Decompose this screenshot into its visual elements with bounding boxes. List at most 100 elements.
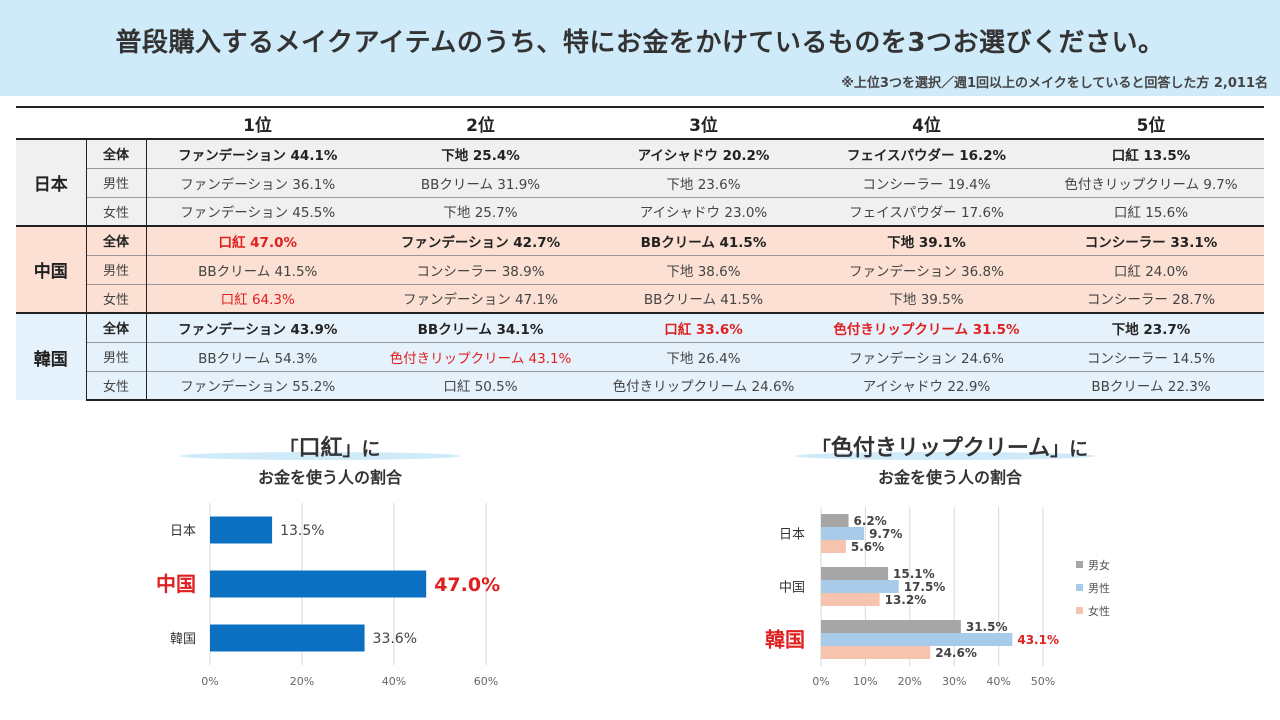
tinted-lip-bar-chart: 0% 10% 20% 30% 40% 50% 日本 6.2%9.7%5.6% 中国 15.1%17… [765,507,1110,688]
rank-cell: ファンデーション 43.9% [146,312,369,342]
x-tick-label: 50% [1031,675,1055,688]
data-label: 31.5% [966,620,1008,634]
data-label: 17.5% [904,580,946,594]
rank-cell: コンシーラー 19.4% [815,167,1038,197]
lipstick-bar-chart: 0% 20% 40% 60% 日本 13.5% 中国 47.0% 韓国 33.6% [156,503,500,688]
group-label: 全体 [86,138,147,168]
rank-cell: 色付きリップクリーム 43.1% [369,341,592,371]
table-body: 日本 全体 ファンデーション 44.1% 下地 25.4% アイシャドウ 20.2% フェ… [16,138,1264,401]
rank-cell: コンシーラー 28.7% [1038,283,1264,313]
ranking-table: 1位 2位 3位 4位 5位 日本 全体 ファンデーション 44.1% 下地 25.4… [16,106,1264,401]
title-subline: お金を使う人の割合 [257,468,402,487]
rank-cell: ファンデーション 42.7% [369,225,592,255]
category-label: 中国 [779,581,805,596]
rank-cell: BBクリーム 54.3% [146,341,369,371]
title-underline-decoration [795,452,1095,460]
title-keyword: 色付きリップクリーム [830,436,1051,461]
rank-cell: 下地 38.6% [592,254,815,284]
rank-cell: BBクリーム 41.5% [146,254,369,284]
rank-cell: 色付きリップクリーム 31.5% [815,312,1038,342]
table-header-blank [86,106,146,139]
rank-cell: フェイスパウダー 16.2% [815,138,1038,168]
table-row: 中国 全体 口紅 47.0% ファンデーション 42.7% BBクリーム 41.5% 下地… [16,225,1264,313]
group-label: 男性 [86,254,147,284]
x-tick-label: 0% [812,675,829,688]
table-header-blank [16,106,86,139]
title-bracket: 「 [279,438,299,460]
table-header-row: 1位 2位 3位 4位 5位 [16,106,1264,139]
title-bracket: 」に [342,438,381,460]
rank-cell: BBクリーム 31.9% [369,167,592,197]
bar [821,514,849,527]
rank-cell: ファンデーション 45.5% [146,196,369,226]
group-label: 男性 [86,167,147,197]
category-label: 日本 [779,528,805,543]
legend-label: 男性 [1088,581,1110,595]
rank-cell: アイシャドウ 22.9% [815,370,1038,401]
rank-cell: ファンデーション 44.1% [146,138,369,168]
rank-cell: 口紅 47.0% [146,225,369,255]
rank-cell: 下地 25.4% [369,138,592,168]
legend-label: 女性 [1088,604,1110,618]
rank-cell: BBクリーム 22.3% [1038,370,1264,401]
rank-cell: 口紅 33.6% [592,312,815,342]
table-row: 女性 ファンデーション 55.2% 口紅 50.5% 色付きリップクリーム 24.6%… [16,370,1264,401]
rank-cell: コンシーラー 38.9% [369,254,592,284]
bar [821,620,961,633]
rank-cell: ファンデーション 36.1% [146,167,369,197]
rank-cell: 下地 23.6% [592,167,815,197]
table-row: 男性 BBクリーム 41.5% コンシーラー 38.9% 下地 38.6% ファンデーシ… [16,254,1264,284]
legend-label: 男女 [1088,558,1110,572]
rank-cell: 下地 23.7% [1038,312,1264,342]
rank-cell: アイシャドウ 23.0% [592,196,815,226]
category-label: 日本 [170,524,196,539]
table-header-rank: 3位 [592,106,815,139]
rank-cell: コンシーラー 14.5% [1038,341,1264,371]
rank-cell: 口紅 15.6% [1038,196,1264,226]
legend-swatch [1076,584,1083,591]
rank-cell: 口紅 50.5% [369,370,592,401]
group-label: 全体 [86,225,147,255]
data-label: 9.7% [869,527,902,541]
table-header-rank: 2位 [369,106,592,139]
group-label: 女性 [86,283,147,313]
rank-cell: 口紅 13.5% [1038,138,1264,168]
group-label: 女性 [86,370,147,401]
lipstick-chart-title: 「口紅」に お金を使う人の割合 [180,430,480,488]
header-banner: 普段購入するメイクアイテムのうち、特にお金をかけているものを3つお選びください。… [0,0,1280,96]
rank-cell: ファンデーション 36.8% [815,254,1038,284]
group-label: 男性 [86,341,147,371]
title-bracket: 「 [811,438,831,460]
table-row: 男性 BBクリーム 54.3% 色付きリップクリーム 43.1% 下地 26.4% ファ… [16,341,1264,371]
data-label: 13.2% [885,593,927,607]
rank-cell: ファンデーション 47.1% [369,283,592,313]
category-label: 中国 [156,572,196,596]
tinted-lip-chart-title: 「色付きリップクリーム」に お金を使う人の割合 [760,430,1140,488]
data-label: 5.6% [851,540,884,554]
table-header-rank: 5位 [1038,106,1264,139]
rank-cell: 口紅 24.0% [1038,254,1264,284]
rank-cell: 口紅 64.3% [146,283,369,313]
bar [821,593,880,606]
rank-cell: 下地 39.5% [815,283,1038,313]
table-row: 日本 全体 ファンデーション 44.1% 下地 25.4% アイシャドウ 20.2% フェ… [16,138,1264,226]
legend-swatch [1076,561,1083,568]
bar [821,633,1013,646]
rank-cell: 下地 25.7% [369,196,592,226]
rank-cell: BBクリーム 41.5% [592,225,815,255]
rank-cell: 色付きリップクリーム 24.6% [592,370,815,401]
rank-cell: コンシーラー 33.1% [1038,225,1264,255]
country-label: 中国 [16,225,87,313]
rank-cell: BBクリーム 41.5% [592,283,815,313]
rank-cell: フェイスパウダー 17.6% [815,196,1038,226]
title-bracket: 」に [1050,438,1089,460]
bar [821,646,931,659]
x-tick-label: 60% [474,675,498,688]
x-tick-label: 30% [942,675,966,688]
rank-cell: BBクリーム 34.1% [369,312,592,342]
rank-cell: ファンデーション 24.6% [815,341,1038,371]
country-label: 日本 [16,138,87,226]
table-row: 男性 ファンデーション 36.1% BBクリーム 31.9% 下地 23.6% コンシー… [16,167,1264,197]
rank-cell: アイシャドウ 20.2% [592,138,815,168]
table-row: 女性 ファンデーション 45.5% 下地 25.7% アイシャドウ 23.0% フェイス… [16,196,1264,226]
